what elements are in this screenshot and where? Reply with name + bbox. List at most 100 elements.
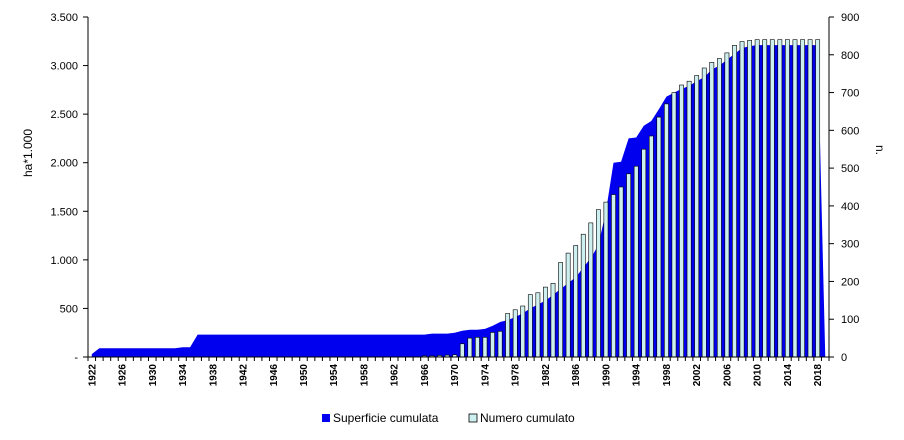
bar-1988 [588, 222, 594, 358]
x-tick-label: 1930 [148, 364, 159, 387]
legend: Superficie cumulata Numero cumulato [322, 411, 575, 425]
bar-1996 [648, 135, 654, 358]
x-tick-label: 2006 [722, 364, 733, 387]
x-tick-label: 1946 [269, 364, 280, 387]
y-tick-label: 3.000 [50, 61, 78, 73]
y2-tick-label: 500 [841, 163, 859, 175]
bar-2013 [777, 39, 783, 358]
bar-2005 [716, 58, 722, 358]
bar-1992 [618, 186, 624, 358]
y-tick-label: 2.000 [50, 158, 78, 170]
bar-2015 [792, 39, 798, 358]
x-tick-label: 1982 [541, 364, 552, 387]
x-tick-label: 2014 [783, 364, 794, 387]
x-tick-label: 1990 [601, 364, 612, 387]
bar-1976 [497, 331, 503, 358]
y-tick-label: 1.500 [50, 206, 78, 218]
bar-1979 [520, 305, 526, 358]
bar-1977 [505, 313, 511, 358]
x-tick-label: 1934 [178, 364, 189, 387]
x-tick-label: 1954 [329, 364, 340, 387]
y2-tick-label: 900 [841, 12, 859, 24]
bar-1994 [633, 165, 639, 358]
x-tick-label: 1994 [632, 364, 643, 387]
legend-label-numero: Numero cumulato [480, 411, 575, 425]
bar-1972 [467, 337, 473, 358]
bar-2017 [807, 39, 813, 358]
x-tick-label: 1926 [118, 364, 129, 387]
x-tick-label: 1962 [390, 364, 401, 387]
y2-tick-label: 800 [841, 50, 859, 62]
x-tick-label: 2018 [813, 364, 824, 387]
bar-2016 [800, 39, 805, 358]
y2-tick-label: 600 [841, 125, 859, 137]
x-tick-label: 1950 [299, 364, 310, 387]
x-tick-label: 1942 [239, 364, 250, 387]
x-tick-label: 1974 [480, 364, 491, 387]
bar-1987 [580, 233, 586, 358]
bar-2014 [785, 39, 790, 358]
bar-1978 [512, 309, 518, 358]
bar-2000 [679, 84, 684, 358]
bar-1983 [550, 283, 556, 358]
y2-tick-label: 300 [841, 239, 859, 251]
bar-2002 [694, 75, 700, 358]
bar-layer [422, 39, 821, 358]
bar-1982 [543, 286, 548, 358]
y-tick-label: 500 [60, 303, 78, 315]
bar-1997 [656, 116, 662, 358]
bar-2009 [747, 40, 752, 358]
y-tick-label: 2.500 [50, 109, 78, 121]
y2-tick-label: 0 [841, 352, 847, 364]
bar-1998 [664, 103, 669, 358]
bar-2012 [769, 39, 775, 358]
y-axis-title: ha*1.000 [21, 129, 35, 177]
x-tick-label: 1998 [662, 364, 673, 387]
y-tick-label: - [74, 352, 78, 364]
bar-2011 [762, 39, 768, 358]
y2-tick-label: 100 [841, 314, 859, 326]
y2-tick-label: 700 [841, 88, 859, 100]
bar-1974 [482, 337, 488, 358]
bar-2010 [754, 39, 760, 358]
y2-axis-title: n. [873, 145, 887, 155]
bar-1990 [603, 201, 609, 358]
y-tick-label: 3.500 [50, 12, 78, 24]
bar-1981 [535, 292, 541, 358]
bar-1985 [565, 252, 571, 358]
x-tick-label: 1938 [208, 364, 219, 387]
bar-2003 [701, 67, 707, 358]
bar-1995 [641, 148, 647, 358]
x-tick-label: 1970 [450, 364, 461, 387]
bar-1999 [671, 92, 677, 358]
axis-layer: - 500 1.000 1.500 2.000 2.500 3.000 3.500 0 100 20… [50, 12, 859, 386]
bar-1993 [626, 173, 632, 358]
x-tick-label: 1966 [420, 364, 431, 387]
bar-1973 [475, 337, 480, 358]
bar-1989 [596, 209, 601, 358]
bar-1986 [573, 245, 579, 358]
bar-2007 [732, 45, 737, 358]
legend-swatch-superficie [322, 414, 330, 422]
x-tick-label: 2010 [753, 364, 764, 387]
bar-2018 [815, 39, 821, 358]
bar-1971 [459, 343, 465, 358]
x-tick-label: 1922 [87, 364, 98, 387]
x-tick-label: 1986 [571, 364, 582, 387]
legend-label-superficie: Superficie cumulata [333, 411, 439, 425]
bar-1975 [490, 332, 495, 358]
x-tick-label: 1958 [359, 364, 370, 387]
bar-2001 [686, 80, 692, 358]
bar-2006 [724, 52, 730, 358]
y2-tick-label: 400 [841, 201, 859, 213]
y-tick-label: 1.000 [50, 255, 78, 267]
bar-2004 [709, 62, 715, 358]
bar-1984 [558, 262, 563, 358]
area-layer [91, 45, 826, 358]
area-superficie-cumulata [91, 45, 826, 358]
legend-swatch-numero [468, 413, 478, 423]
x-tick-label: 1978 [511, 364, 522, 387]
bar-1980 [527, 294, 533, 358]
